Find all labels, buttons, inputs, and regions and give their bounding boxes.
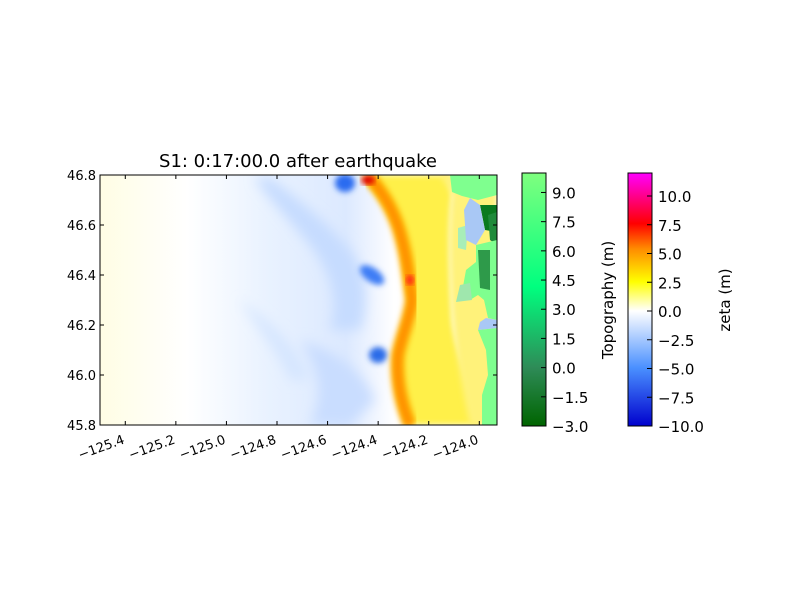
zeta-colorbar-gradient (627, 172, 653, 427)
x-tick-label: −124.4 (329, 433, 379, 464)
y-tick-label: 46.8 (67, 169, 96, 184)
y-axis: 45.8 46.0 46.2 46.4 46.6 46.8 (67, 169, 497, 434)
zeta-colorbar: 10.0 7.5 5.0 2.5 0.0 −2.5 −5.0 −7.5 −10.0 zeta (… (627, 172, 734, 436)
zeta-colorbar-label: zeta (m) (716, 268, 734, 331)
topography-colorbar-ticks: 9.0 7.5 6.0 4.5 3.0 1.5 0.0 −1.5 −3.0 (541, 184, 588, 436)
colorbar-tick-label: 6.0 (552, 243, 576, 261)
y-tick-label: 46.6 (67, 219, 96, 234)
colorbar-tick-label: 5.0 (658, 246, 682, 264)
chart-title: S1: 0:17:00.0 after earthquake (159, 151, 437, 172)
zeta-colorbar-ticks: 10.0 7.5 5.0 2.5 0.0 −2.5 −5.0 −7.5 −10.0 (647, 188, 704, 436)
y-tick-label: 46.2 (67, 319, 96, 334)
x-tick-label: −124.6 (279, 433, 329, 464)
coastal-land (450, 175, 497, 425)
x-tick-label: −125.2 (127, 433, 177, 464)
colorbar-tick-label: 2.5 (658, 274, 682, 292)
colorbar-tick-label: 9.0 (552, 184, 576, 202)
x-tick-label: −125.0 (177, 433, 227, 464)
colorbar-tick-label: −2.5 (658, 332, 694, 350)
colorbar-tick-label: 0.0 (658, 303, 682, 321)
colorbar-tick-label: 10.0 (658, 188, 691, 206)
colorbar-tick-label: 0.0 (552, 360, 576, 378)
y-tick-label: 46.4 (67, 269, 96, 284)
colorbar-tick-label: 3.0 (552, 301, 576, 319)
x-tick-label: −124.8 (228, 433, 278, 464)
topography-colorbar-gradient (521, 172, 547, 427)
x-tick-label: −124.0 (430, 433, 480, 464)
wave-troughs (240, 178, 375, 425)
map-plot-area (100, 175, 497, 425)
topography-colorbar-label: Topography (m) (599, 241, 617, 360)
y-tick-label: 46.0 (67, 369, 96, 384)
colorbar-tick-label: −5.0 (658, 361, 694, 379)
x-tick-label: −125.4 (76, 433, 126, 464)
colorbar-tick-label: 4.5 (552, 272, 576, 290)
bays (464, 198, 497, 330)
y-tick-label: 45.8 (67, 419, 96, 434)
x-tick-label: −124.2 (380, 433, 430, 464)
colorbar-tick-label: −7.5 (658, 389, 694, 407)
topography-colorbar: 9.0 7.5 6.0 4.5 3.0 1.5 0.0 −1.5 −3.0 Topography… (521, 172, 617, 436)
colorbar-tick-label: 7.5 (552, 214, 576, 232)
colorbar-tick-label: −1.5 (552, 389, 588, 407)
plot-frame (99, 174, 498, 426)
colorbar-tick-label: 1.5 (552, 330, 576, 348)
colorbar-tick-label: −10.0 (658, 418, 704, 436)
colorbar-tick-label: −3.0 (552, 418, 588, 436)
colorbar-tick-label: 7.5 (658, 217, 682, 235)
